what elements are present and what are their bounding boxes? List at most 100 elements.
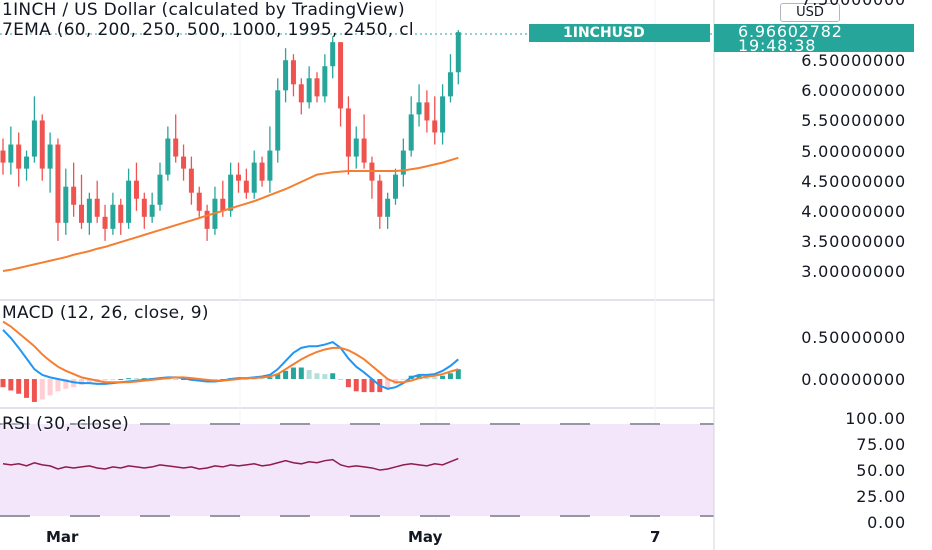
last-price-tag: 6.96602782 19:48:38 (714, 24, 914, 55)
candle-body (408, 114, 414, 151)
candle-body (63, 186, 69, 223)
candle-body (259, 162, 265, 181)
candle-body (345, 108, 351, 157)
macd-histogram-bar (173, 379, 179, 380)
candle-body (55, 144, 61, 223)
ema-legend[interactable]: 7EMA (60, 200, 250, 500, 1000, 1995, 245… (2, 20, 414, 40)
macd-histogram-bar (298, 367, 304, 379)
candle-body (8, 144, 14, 163)
macd-histogram-bar (267, 377, 273, 379)
time-axis-label: May (408, 528, 443, 546)
symbol-price-tag: 1INCHUSD (529, 24, 710, 42)
macd-histogram-bar (133, 378, 139, 380)
candle-body (181, 156, 187, 169)
rsi-axis-label: 100.00 (845, 409, 906, 428)
candle-body (228, 174, 234, 211)
macd-histogram-bar (455, 369, 461, 379)
candle-body (110, 204, 116, 229)
time-axis-label: 7 (650, 528, 661, 546)
candle-body (31, 120, 37, 157)
candle-body (24, 156, 30, 169)
macd-histogram-bar (220, 379, 226, 380)
macd-histogram-bar (385, 379, 391, 389)
candle-body (126, 180, 132, 223)
candle-body (39, 120, 45, 169)
macd-histogram-bar (47, 379, 53, 396)
candle-body (283, 60, 289, 91)
candle-body (424, 102, 430, 121)
macd-histogram-bar (141, 378, 147, 380)
macd-histogram-bar (39, 379, 45, 400)
candle-body (290, 60, 296, 85)
macd-histogram-bar (314, 373, 320, 379)
candle-body (243, 180, 249, 193)
macd-signal-line (2, 320, 459, 384)
candle-body (432, 120, 438, 133)
candle-body (157, 174, 163, 205)
rsi-legend[interactable]: RSI (30, close) (2, 414, 130, 434)
macd-histogram-bar (369, 379, 375, 393)
price-axis-label: 7.50000000 (801, 0, 906, 9)
macd-histogram-bar (345, 379, 351, 388)
candle-body (393, 174, 398, 199)
macd-histogram-bar (8, 379, 14, 391)
candle-body (314, 78, 320, 97)
price-axis-label: 3.00000000 (801, 262, 906, 281)
macd-histogram-bar (110, 379, 116, 380)
price-axis-label: 4.50000000 (801, 172, 906, 191)
macd-histogram-bar (353, 379, 359, 392)
macd-histogram-bar (447, 373, 453, 379)
candlestick-series (0, 30, 461, 241)
macd-histogram-bar (102, 379, 108, 381)
macd-histogram-bar (0, 379, 6, 388)
candle-body (455, 32, 461, 73)
rsi-axis-label: 50.00 (856, 461, 906, 480)
macd-histogram-bar (181, 379, 187, 380)
macd-histogram-bar (126, 378, 132, 380)
price-axis-label: 6.50000000 (801, 51, 906, 70)
candle-body (416, 102, 422, 115)
price-axis-label: 5.00000000 (801, 142, 906, 161)
candle-body (353, 138, 359, 157)
candle-body (338, 42, 344, 109)
main-series-legend[interactable]: 1INCH / US Dollar (calculated by Trading… (2, 0, 405, 20)
candle-body (16, 144, 22, 169)
candle-body (306, 78, 312, 103)
macd-histogram-bar (24, 379, 30, 398)
candle-body (188, 168, 194, 193)
macd-histogram-bar (283, 370, 289, 379)
candle-body (79, 204, 84, 223)
bar-countdown: 19:48:38 (738, 36, 817, 55)
candle-body (118, 204, 124, 223)
macd-histogram-bar (86, 379, 92, 384)
rsi-axis-label: 75.00 (856, 435, 906, 454)
candle-body (275, 90, 281, 151)
candle-body (165, 138, 171, 175)
candle-body (204, 210, 210, 229)
macd-histogram-bar (79, 379, 84, 385)
candle-body (400, 150, 406, 175)
macd-axis-label: 0.50000000 (801, 328, 906, 347)
candle-body (322, 66, 328, 97)
candle-body (173, 138, 179, 157)
price-axis-label: 6.00000000 (801, 81, 906, 100)
rsi-band-fill (0, 424, 714, 516)
macd-histogram-bar (338, 379, 344, 380)
candle-body (94, 198, 100, 217)
macd-axis-label: 0.00000000 (801, 370, 906, 389)
grid (0, 0, 714, 520)
candle-body (0, 150, 6, 163)
candle-body (440, 96, 446, 133)
candle-body (267, 150, 273, 181)
macd-histogram-bar (63, 379, 69, 389)
candle-body (251, 162, 257, 193)
macd-legend[interactable]: MACD (12, 26, close, 9) (2, 303, 209, 323)
macd-histogram-bar (361, 379, 367, 393)
currency-button[interactable]: USD (780, 3, 840, 22)
candle-body (196, 192, 202, 211)
macd-histogram-bar (31, 379, 37, 402)
candle-body (47, 144, 53, 169)
candle-body (149, 204, 155, 217)
macd-histogram-bar (118, 379, 124, 380)
